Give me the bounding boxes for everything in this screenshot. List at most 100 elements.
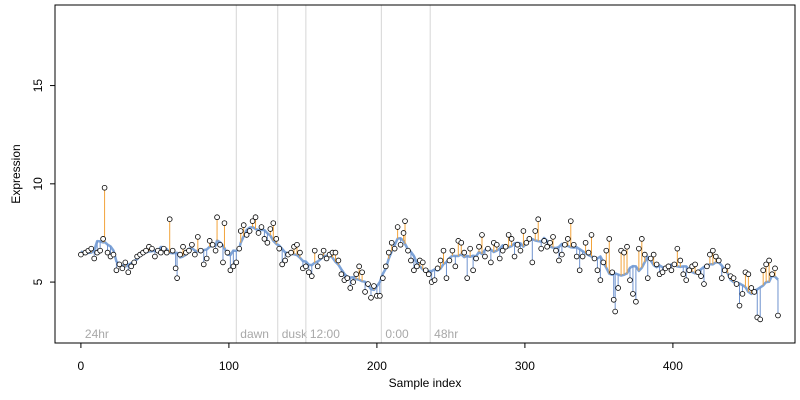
data-point <box>763 261 769 268</box>
data-point <box>116 261 123 268</box>
data-point <box>550 234 556 240</box>
data-point <box>591 255 598 262</box>
data-point <box>200 261 207 268</box>
data-point <box>600 259 607 266</box>
data-point <box>473 255 479 262</box>
data-point <box>511 253 518 260</box>
data-point <box>639 236 645 242</box>
data-point <box>733 281 740 287</box>
data-point <box>479 232 485 238</box>
data-point <box>177 251 183 258</box>
data-point <box>166 216 173 222</box>
data-point <box>757 316 764 323</box>
data-point <box>470 267 476 274</box>
data-point <box>180 243 186 250</box>
region-label: 0:00 <box>385 327 409 341</box>
data-point <box>236 245 243 252</box>
y-tick-label: 5 <box>31 278 45 285</box>
x-axis-title: Sample index <box>389 376 462 390</box>
data-point <box>362 289 368 295</box>
region-markers: 24hr dawn dusk 12:00 0:00 48hr <box>85 5 458 343</box>
data-point <box>371 283 377 289</box>
data-point <box>255 230 262 236</box>
data-point <box>588 232 595 238</box>
data-point <box>585 249 592 256</box>
data-point <box>78 251 84 258</box>
data-point <box>237 228 244 234</box>
data-point <box>338 271 345 278</box>
data-point <box>88 245 95 252</box>
data-point <box>405 247 411 254</box>
data-point <box>624 243 630 250</box>
data-point <box>382 263 389 270</box>
data-point <box>644 275 651 281</box>
data-point <box>113 267 120 274</box>
data-point <box>713 253 719 260</box>
data-point <box>547 239 553 246</box>
data-point <box>402 218 408 224</box>
data-point <box>695 269 701 276</box>
data-points <box>78 184 781 323</box>
data-point <box>576 267 583 274</box>
data-point <box>350 279 357 285</box>
data-point <box>440 247 447 254</box>
data-point <box>499 247 506 254</box>
data-point <box>630 291 636 297</box>
data-point <box>163 249 170 256</box>
data-point <box>172 265 179 272</box>
data-point <box>385 249 392 256</box>
data-point <box>276 245 283 252</box>
data-point <box>368 295 374 301</box>
data-point <box>356 263 362 270</box>
data-point <box>573 253 580 260</box>
data-point <box>612 308 618 315</box>
data-point <box>458 239 465 246</box>
plot-frame <box>54 4 796 344</box>
data-point <box>736 302 743 309</box>
data-point <box>279 261 285 268</box>
data-point <box>397 241 404 248</box>
data-point <box>273 236 280 242</box>
data-point <box>97 247 103 254</box>
data-point <box>377 293 383 299</box>
data-point <box>668 267 675 274</box>
x-tick-label: 300 <box>515 359 535 373</box>
data-point <box>314 263 321 270</box>
data-point <box>91 255 98 262</box>
data-point <box>391 245 398 252</box>
y-axis: 5 10 15 <box>31 79 55 285</box>
y-tick-label: 10 <box>31 177 45 191</box>
data-point <box>264 239 271 246</box>
data-point <box>230 263 237 270</box>
data-point <box>431 277 438 283</box>
data-point <box>394 224 401 230</box>
data-point <box>541 238 547 244</box>
data-point <box>434 265 441 272</box>
data-point <box>359 269 365 276</box>
data-point <box>567 218 574 224</box>
data-point <box>252 214 259 221</box>
data-point <box>344 275 351 281</box>
data-point <box>197 247 204 254</box>
data-point <box>570 241 577 248</box>
data-point <box>217 241 223 248</box>
data-point <box>270 220 277 226</box>
data-point <box>692 261 698 268</box>
data-point <box>220 259 226 266</box>
data-point <box>125 269 132 276</box>
data-point <box>169 247 176 254</box>
data-point <box>119 265 126 272</box>
data-point <box>647 255 654 262</box>
data-point <box>544 243 550 250</box>
data-point <box>189 241 195 248</box>
data-point <box>594 267 601 274</box>
data-point <box>464 275 470 281</box>
data-point <box>493 241 500 248</box>
data-point <box>565 236 571 242</box>
data-point <box>227 267 234 274</box>
data-point <box>437 257 444 264</box>
data-point <box>775 312 781 319</box>
y-tick-label: 15 <box>31 79 45 93</box>
